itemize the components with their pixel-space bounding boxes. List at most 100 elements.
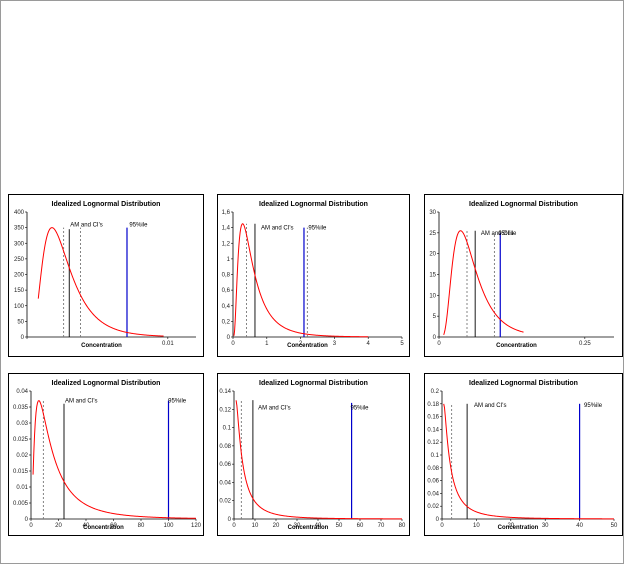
x-tick-label: 30 [542, 523, 549, 529]
annotation-label: 95%ile [129, 223, 148, 229]
y-tick-label: 0.02 [16, 453, 28, 459]
x-tick-label: 40 [576, 523, 583, 529]
x-tick-label: 40 [315, 523, 322, 529]
annotation-label: AM and CI's [70, 223, 103, 229]
y-tick-label: 0.01 [16, 485, 28, 491]
x-tick-label: 0 [231, 341, 235, 347]
annotation-label: AM and CI's [474, 403, 507, 409]
x-axis-label: Concentration [498, 525, 539, 531]
y-tick-label: 0,8 [222, 273, 231, 279]
y-tick-label: 0.08 [427, 466, 439, 472]
y-tick-label: 0,4 [222, 304, 231, 310]
y-tick-label: 0 [433, 335, 437, 341]
x-tick-label: 50 [336, 523, 343, 529]
x-tick-label: 0.01 [162, 341, 174, 347]
y-tick-label: 0.03 [16, 421, 28, 427]
y-tick-label: 0.04 [219, 480, 231, 486]
chart-title: Idealized Lognormal Distribution [259, 380, 368, 387]
y-tick-label: 350 [14, 226, 25, 232]
annotation-label: 95%ile [498, 231, 517, 237]
y-tick-label: 100 [14, 304, 25, 310]
lognormal-curve [235, 400, 402, 520]
lognormal-curve [37, 227, 164, 337]
x-tick-label: 30 [294, 523, 301, 529]
annotation-label: AM and CI's [65, 399, 98, 405]
chart-1-svg: Idealized Lognormal Distribution 0 50 100 15… [14, 201, 196, 349]
y-tick-label: 0.035 [13, 405, 29, 411]
y-tick-label: 200 [14, 273, 25, 279]
chart-panel-5: Idealized Lognormal Distribution 0 0.02 0.0… [217, 373, 410, 536]
annotation-label: AM and CI's [261, 226, 294, 232]
chart-4-svg: Idealized Lognormal Distribution 0 0.005 0.… [13, 380, 202, 531]
y-tick-label: 0,2 [222, 319, 231, 325]
y-tick-label: 0.14 [219, 389, 231, 395]
y-tick-label: 400 [14, 210, 25, 216]
y-tick-label: 0.08 [219, 444, 231, 450]
y-tick-label: 300 [14, 241, 25, 247]
x-tick-label: 50 [611, 523, 618, 529]
lognormal-curve [443, 230, 524, 335]
x-axis-label: Concentration [81, 343, 122, 349]
y-tick-label: 0 [25, 517, 29, 523]
x-tick-label: 120 [191, 523, 202, 529]
y-tick-label: 0.02 [219, 499, 231, 505]
chart-panel-2: Idealized Lognormal Distribution 0 0,2 0,4 0… [217, 194, 410, 357]
y-tick-label: 0 [21, 335, 25, 341]
lognormal-curve [233, 223, 369, 338]
y-tick-label: 0.2 [431, 389, 440, 395]
annotation-label: 95%ile [351, 405, 370, 411]
y-tick-label: 25 [429, 231, 436, 237]
y-tick-label: 0 [436, 517, 440, 523]
x-tick-label: 20 [55, 523, 62, 529]
y-tick-label: 0 [227, 335, 231, 341]
y-tick-label: 0.12 [427, 440, 439, 446]
y-tick-label: 0 [228, 517, 232, 523]
y-tick-label: 0.025 [13, 437, 29, 443]
x-tick-label: 0.25 [579, 341, 591, 347]
chart-5-svg: Idealized Lognormal Distribution 0 0.02 0.0… [219, 380, 406, 531]
y-tick-label: 0.06 [427, 479, 439, 485]
annotation-label: 95%ile [584, 403, 603, 409]
x-tick-label: 10 [473, 523, 480, 529]
y-tick-label: 1 [227, 257, 231, 263]
chart-title: Idealized Lognormal Distribution [469, 380, 578, 387]
x-axis-label: Concentration [288, 525, 329, 531]
x-tick-label: 0 [440, 523, 444, 529]
annotation-label: 95%ile [308, 226, 327, 232]
x-tick-label: 40 [83, 523, 90, 529]
x-tick-label: 20 [507, 523, 514, 529]
y-tick-label: 1,6 [222, 210, 231, 216]
chart-title: Idealized Lognormal Distribution [259, 201, 368, 208]
y-tick-label: 20 [429, 252, 436, 258]
x-tick-label: 70 [378, 523, 385, 529]
x-tick-label: 80 [138, 523, 145, 529]
y-tick-label: 5 [433, 314, 437, 320]
lognormal-curve [32, 400, 197, 519]
y-tick-label: 250 [14, 257, 25, 263]
y-tick-label: 0.16 [427, 415, 439, 421]
annotation-label: AM and CI's [258, 405, 291, 411]
x-tick-label: 80 [399, 523, 406, 529]
chart-title: Idealized Lognormal Distribution [469, 201, 578, 208]
x-axis-label: Concentration [496, 343, 537, 349]
y-tick-label: 0.04 [16, 389, 28, 395]
chart-3-svg: Idealized Lognormal Distribution 0 5 10 15 20… [429, 201, 614, 349]
y-tick-label: 0,6 [222, 288, 231, 294]
x-tick-label: 5 [400, 341, 404, 347]
lognormal-curve [443, 403, 614, 520]
x-axis-label: Concentration [83, 525, 124, 531]
chart-6-svg: Idealized Lognormal Distribution 0 0.02 0.0… [427, 380, 618, 531]
y-tick-label: 0.1 [223, 426, 232, 432]
y-tick-label: 0.005 [13, 501, 29, 507]
x-tick-label: 0 [232, 523, 236, 529]
y-tick-label: 15 [429, 273, 436, 279]
chart-panel-1: Idealized Lognormal Distribution 0 50 100 15… [8, 194, 204, 357]
x-tick-label: 60 [357, 523, 364, 529]
y-tick-label: 0.04 [427, 491, 439, 497]
x-axis-label: Concentration [287, 343, 328, 349]
x-tick-label: 0 [437, 341, 441, 347]
x-tick-label: 0 [29, 523, 33, 529]
y-tick-label: 30 [429, 210, 436, 216]
x-tick-label: 4 [367, 341, 371, 347]
